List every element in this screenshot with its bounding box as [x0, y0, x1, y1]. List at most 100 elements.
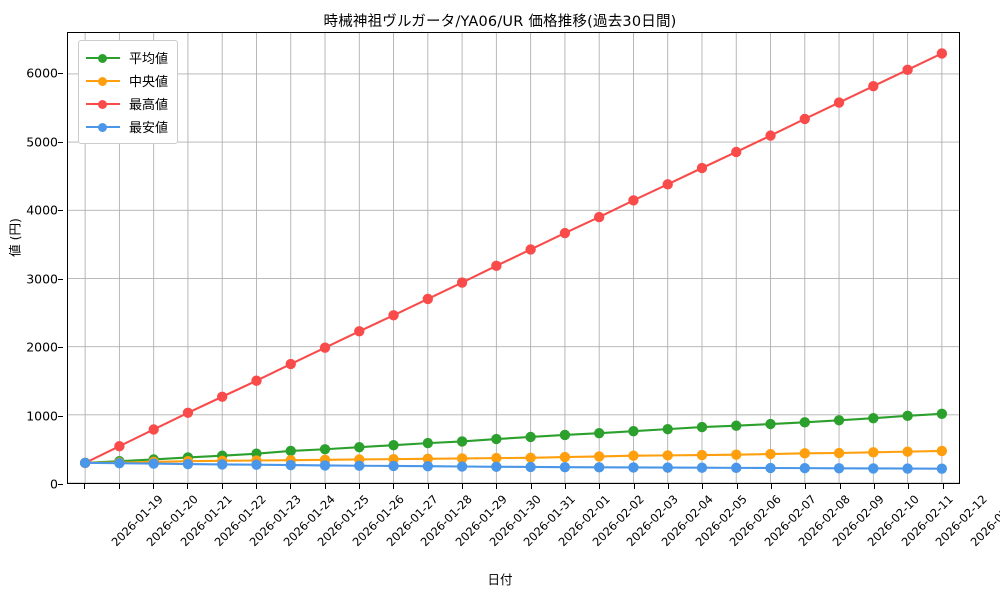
- legend-item[interactable]: 中央値: [86, 69, 168, 92]
- series-data-point: [799, 462, 810, 474]
- series-data-point: [525, 452, 536, 463]
- series-data-point: [559, 227, 571, 239]
- series-data-point: [354, 460, 365, 471]
- series-data-point: [354, 326, 365, 337]
- series-data-point: [182, 407, 194, 418]
- legend-item[interactable]: 最高値: [86, 92, 168, 115]
- series-data-point: [422, 461, 434, 472]
- series-data-point: [354, 442, 365, 453]
- y-axis-tick-mark: [58, 210, 63, 212]
- y-axis-tick-label: 0: [50, 476, 58, 492]
- x-axis-tick-mark: [771, 484, 773, 489]
- series-data-point: [868, 81, 879, 92]
- series-data-point: [593, 451, 605, 462]
- series-data-point: [799, 448, 810, 459]
- series-data-point: [902, 410, 913, 422]
- series-data-point: [182, 458, 194, 470]
- x-axis-tick-mark: [221, 484, 223, 489]
- series-data-point: [114, 441, 125, 452]
- x-axis-tick-mark: [290, 484, 292, 489]
- series-data-point: [319, 444, 331, 455]
- x-axis-tick-mark: [530, 484, 532, 489]
- x-axis-tick-mark: [942, 484, 944, 489]
- series-line: [84, 449, 943, 464]
- x-axis-tick-mark: [874, 484, 876, 489]
- series-data-point: [285, 459, 296, 471]
- x-axis-tick-mark: [84, 484, 86, 489]
- y-axis-tick-mark: [58, 484, 63, 485]
- x-axis-tick-mark: [633, 484, 635, 489]
- series-data-point: [868, 447, 879, 458]
- series-data-point: [628, 195, 639, 206]
- x-axis-tick-mark: [358, 484, 360, 489]
- legend-marker-icon: [86, 74, 120, 88]
- series-data-point: [936, 408, 948, 419]
- x-axis-title: 日付: [487, 572, 513, 587]
- series-data-point: [833, 447, 845, 459]
- series-data-point: [731, 449, 742, 460]
- series-data-point: [559, 451, 571, 463]
- y-axis-tick-labels: 0 1000 2000 3000 4000 5000 6000: [0, 32, 63, 492]
- series-data-point: [456, 461, 468, 472]
- series-data-point: [902, 64, 913, 75]
- series-data-point: [388, 439, 399, 451]
- series-data-point: [902, 446, 913, 457]
- y-axis-tick-mark: [58, 415, 63, 417]
- series-data-point: [491, 433, 502, 445]
- legend-item-label: 最高値: [129, 98, 169, 113]
- series-data-point: [525, 244, 536, 255]
- x-axis-tick-mark: [187, 484, 189, 489]
- x-axis-tick-mark: [668, 484, 670, 489]
- y-axis-tick-mark: [58, 141, 63, 143]
- series-data-point: [593, 462, 605, 473]
- chart-legend: 平均値中央値最高値最安値: [78, 40, 179, 144]
- series-data-point: [902, 463, 913, 474]
- series-data-point: [868, 413, 879, 424]
- x-axis-tick-mark: [702, 484, 704, 489]
- chart-title: 時械神祖ヴルガータ/YA06/UR 価格推移(過去30日間): [323, 14, 677, 30]
- legend-item[interactable]: 平均値: [86, 46, 168, 69]
- series-data-point: [79, 457, 91, 469]
- series-data-point: [148, 458, 159, 469]
- series-data-point: [559, 462, 571, 473]
- y-axis-tick-label: 3000: [26, 271, 58, 287]
- series-data-point: [285, 445, 296, 457]
- x-axis-tick-mark: [496, 484, 498, 489]
- series-data-point: [491, 260, 502, 272]
- x-axis-tick-mark: [736, 484, 738, 489]
- x-axis-tick-mark: [461, 484, 463, 489]
- series-data-point: [696, 462, 708, 473]
- series-data-point: [731, 420, 742, 431]
- series-data-point: [696, 162, 708, 174]
- series-data-point: [936, 445, 948, 457]
- series-data-point: [799, 417, 810, 428]
- legend-item-label: 中央値: [129, 75, 169, 90]
- series-data-point: [731, 146, 742, 158]
- series-data-point: [251, 375, 262, 386]
- series-line: [84, 412, 943, 464]
- y-axis-tick-label: 2000: [26, 339, 58, 355]
- series-data-point: [628, 450, 639, 461]
- series-data-point: [388, 310, 399, 321]
- series-data-point: [422, 293, 434, 305]
- x-axis-tick-mark: [152, 484, 154, 489]
- series-data-point: [833, 463, 845, 474]
- series-data-point: [456, 453, 468, 464]
- x-axis-tick-mark: [118, 484, 120, 489]
- series-data-point: [833, 97, 845, 108]
- series-data-point: [696, 449, 708, 461]
- series-data-point: [593, 211, 605, 223]
- series-data-point: [217, 459, 228, 470]
- x-axis-tick-labels: 2026-01-19 2026-01-20 2026-01-21 2026-01-22…: [67, 484, 1000, 574]
- series-data-point: [285, 358, 296, 370]
- series-data-point: [696, 421, 708, 433]
- series-data-point: [114, 458, 125, 469]
- legend-item[interactable]: 最安値: [86, 115, 168, 138]
- x-axis-tick-mark: [805, 484, 807, 489]
- series-data-point: [765, 462, 776, 474]
- series-data-point: [525, 461, 536, 473]
- x-axis-tick-mark: [908, 484, 910, 489]
- series-layer: [79, 48, 948, 474]
- y-axis-tick-label: 5000: [26, 134, 58, 150]
